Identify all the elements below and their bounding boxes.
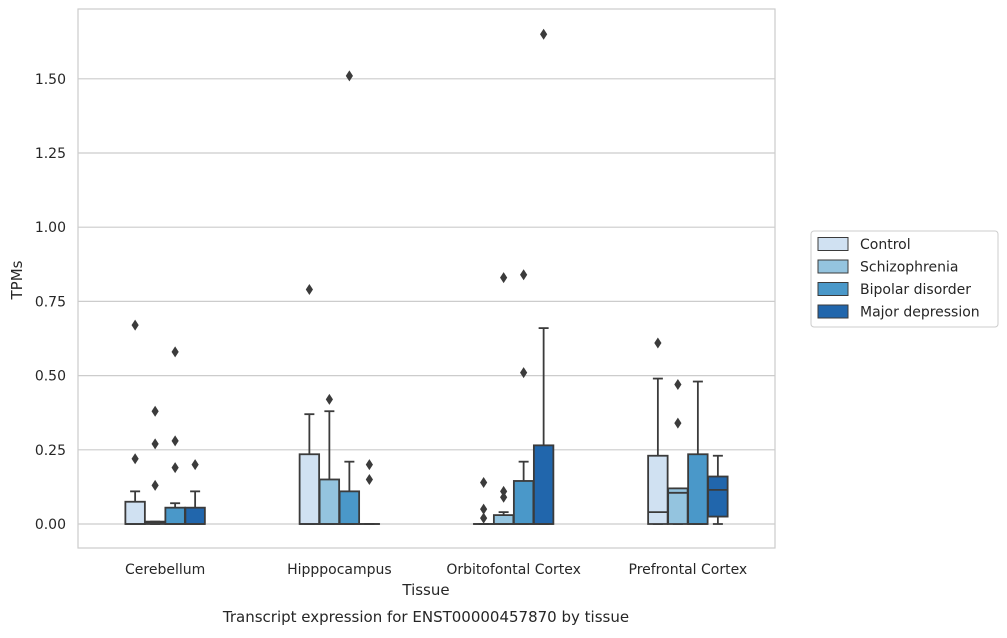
- y-tick-label: 1.50: [35, 72, 66, 88]
- box: [534, 445, 554, 524]
- box-group: [320, 394, 340, 524]
- box: [165, 508, 185, 524]
- box: [708, 477, 728, 517]
- box: [688, 454, 708, 524]
- outlier-point: [132, 320, 139, 331]
- outlier-point: [152, 406, 159, 417]
- outlier-point: [500, 272, 507, 283]
- box-group: [708, 456, 728, 524]
- legend: Control Schizophrenia Bipolar disorder Majo…: [811, 231, 998, 327]
- box-group: [165, 346, 185, 524]
- outlier-point: [132, 453, 139, 464]
- y-tick-label: 0.25: [35, 443, 66, 459]
- box-group: [668, 379, 688, 524]
- outlier-point: [674, 418, 681, 429]
- outlier-point: [346, 70, 353, 81]
- outlier-point: [326, 394, 333, 405]
- outlier-point: [152, 480, 159, 491]
- box-group: [688, 382, 708, 524]
- x-axis-label: Tissue: [401, 581, 449, 599]
- box-group: [360, 459, 380, 524]
- plot-frame: [78, 9, 775, 548]
- y-tick-label: 0.75: [35, 294, 66, 310]
- outlier-point: [366, 459, 373, 470]
- outlier-point: [152, 438, 159, 449]
- box-group: [125, 320, 145, 524]
- outlier-point: [306, 284, 313, 295]
- box-group: [340, 70, 360, 524]
- chart-caption: Transcript expression for ENST0000045787…: [222, 608, 629, 626]
- outlier-point: [480, 504, 487, 515]
- box: [125, 502, 145, 524]
- y-tick-label: 0.00: [35, 517, 66, 533]
- outlier-point: [172, 462, 179, 473]
- legend-swatch: [818, 238, 848, 251]
- legend-swatch: [818, 283, 848, 296]
- box-group: [474, 477, 494, 524]
- box-group: [514, 269, 534, 524]
- x-tick-label: Cerebellum: [125, 562, 205, 578]
- box: [648, 456, 668, 524]
- legend-swatch: [818, 305, 848, 318]
- box: [185, 508, 205, 524]
- x-tick-label: Hipppocampus: [287, 562, 392, 578]
- box-group: [494, 272, 514, 524]
- legend-item: Schizophrenia: [818, 260, 958, 276]
- box: [514, 481, 534, 524]
- box: [494, 515, 514, 524]
- legend-item: Major depression: [818, 305, 980, 321]
- box: [300, 454, 320, 524]
- box-group: [145, 406, 165, 524]
- outlier-point: [500, 486, 507, 497]
- x-tick-labels: Cerebellum Hipppocampus Orbitofontal Corte…: [125, 562, 747, 578]
- box-group: [300, 284, 320, 524]
- grid-lines: [78, 79, 775, 524]
- outlier-point: [172, 346, 179, 357]
- outlier-point: [520, 367, 527, 378]
- box: [340, 491, 360, 524]
- legend-label: Major depression: [860, 305, 980, 321]
- y-tick-label: 1.00: [35, 220, 66, 236]
- legend-label: Schizophrenia: [860, 260, 958, 276]
- legend-label: Bipolar disorder: [860, 282, 971, 298]
- legend-label: Control: [860, 237, 911, 253]
- outlier-point: [172, 435, 179, 446]
- box-group: [185, 459, 205, 524]
- x-tick-label: Prefrontal Cortex: [629, 562, 748, 578]
- outlier-point: [654, 337, 661, 348]
- y-tick-labels: 0.00 0.25 0.50 0.75 1.00 1.25 1.50: [35, 72, 66, 533]
- legend-item: Control: [818, 237, 911, 253]
- y-tick-label: 1.25: [35, 146, 66, 162]
- legend-swatch: [818, 260, 848, 273]
- box: [320, 479, 340, 524]
- box-group: [648, 337, 668, 524]
- outlier-point: [480, 477, 487, 488]
- y-axis-label: TPMs: [8, 260, 26, 300]
- legend-item: Bipolar disorder: [818, 282, 971, 298]
- outlier-point: [520, 269, 527, 280]
- y-tick-label: 0.50: [35, 369, 66, 385]
- x-tick-label: Orbitofontal Cortex: [446, 562, 581, 578]
- outlier-point: [674, 379, 681, 390]
- outlier-point: [366, 474, 373, 485]
- outlier-point: [540, 29, 547, 40]
- box-group: [534, 29, 554, 524]
- outlier-point: [192, 459, 199, 470]
